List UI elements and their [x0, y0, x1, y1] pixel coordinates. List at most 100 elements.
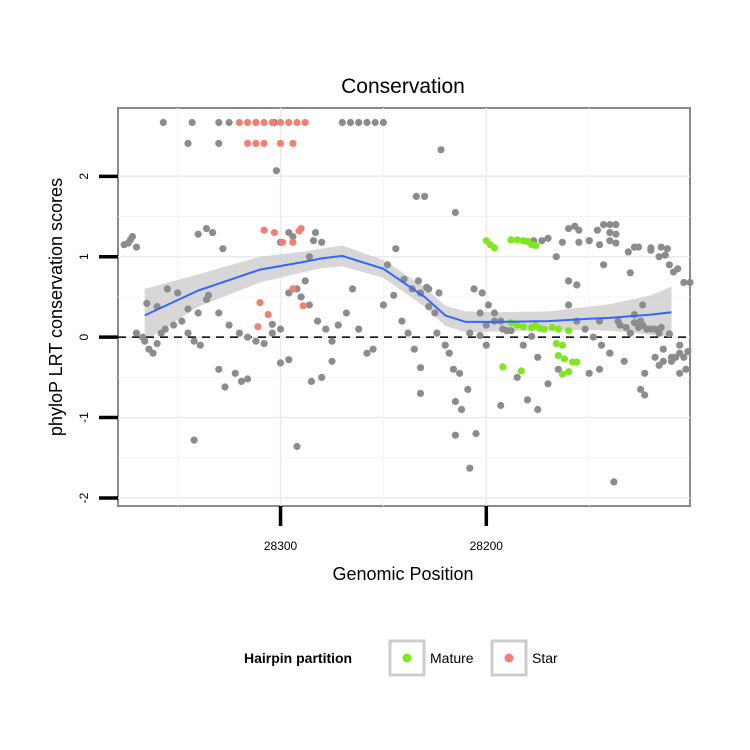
point-other — [497, 401, 505, 410]
point-other — [237, 377, 246, 385]
point-other — [458, 405, 466, 414]
y-tick-label: 2 — [77, 173, 91, 180]
point-mature — [490, 244, 499, 252]
point-other — [421, 192, 429, 200]
point-other — [334, 321, 342, 329]
point-mature — [558, 341, 567, 349]
point-other — [132, 329, 141, 337]
point-star — [268, 118, 276, 127]
point-other — [244, 333, 252, 341]
point-other — [682, 365, 690, 373]
point-other — [297, 293, 305, 301]
point-other — [503, 327, 511, 335]
point-other — [565, 277, 573, 285]
point-other — [513, 373, 521, 381]
point-mature — [540, 325, 548, 333]
point-other — [272, 167, 280, 175]
point-other — [626, 269, 634, 277]
point-other — [595, 241, 604, 249]
point-other — [565, 225, 573, 233]
point-mature — [513, 236, 521, 244]
point-other — [612, 221, 620, 229]
point-other — [680, 353, 688, 361]
point-other — [659, 357, 667, 365]
point-other — [686, 278, 694, 287]
point-star — [295, 227, 303, 235]
x-tick-label: 28200 — [470, 539, 504, 553]
point-other — [209, 229, 217, 237]
plot-area — [117, 107, 694, 507]
point-other — [595, 365, 604, 373]
point-star — [293, 118, 301, 127]
point-other — [665, 261, 674, 269]
point-other — [225, 118, 233, 127]
point-other — [612, 230, 620, 238]
point-other — [221, 383, 229, 391]
point-other — [369, 345, 377, 353]
point-other — [464, 385, 472, 393]
point-other — [425, 285, 433, 293]
axes: -2 -1 0 1 2 28300 28200 — [77, 173, 503, 553]
legend-dot-star — [504, 653, 514, 663]
point-other — [390, 291, 398, 299]
point-other — [554, 365, 562, 373]
point-other — [219, 245, 227, 253]
point-other — [153, 340, 161, 348]
point-other — [149, 349, 157, 357]
point-other — [433, 329, 441, 337]
point-other — [349, 285, 357, 293]
point-other — [342, 309, 350, 317]
point-mature — [513, 321, 521, 329]
point-other — [268, 320, 276, 328]
point-other — [328, 357, 336, 365]
point-other — [470, 285, 478, 293]
point-other — [641, 369, 649, 377]
point-other — [285, 356, 293, 364]
point-mature — [554, 352, 562, 360]
point-other — [314, 317, 322, 325]
point-mature — [507, 236, 515, 244]
point-other — [215, 309, 223, 317]
point-star — [264, 311, 272, 319]
point-other — [544, 380, 552, 388]
point-other — [558, 238, 567, 246]
point-other — [449, 365, 457, 373]
point-star — [289, 139, 297, 147]
point-other — [651, 325, 659, 333]
point-other — [676, 341, 684, 349]
point-mature — [565, 368, 573, 376]
point-other — [606, 237, 614, 245]
y-tick-label: 0 — [77, 334, 91, 341]
point-other — [484, 301, 492, 309]
point-star — [279, 238, 287, 246]
point-other — [593, 226, 602, 234]
legend-label-star: Star — [532, 650, 558, 666]
point-other — [589, 333, 597, 341]
point-other — [194, 230, 202, 238]
point-other — [431, 309, 439, 317]
point-other — [120, 241, 128, 249]
y-tick-label: 1 — [77, 253, 91, 260]
point-other — [141, 337, 149, 345]
point-other — [194, 309, 202, 317]
point-other — [190, 337, 198, 345]
point-mature — [565, 327, 573, 335]
point-other — [482, 321, 490, 329]
point-other — [597, 341, 606, 349]
point-mature — [499, 363, 507, 371]
point-other — [472, 430, 480, 438]
point-other — [311, 229, 320, 237]
confidence-band — [144, 245, 672, 342]
point-other — [600, 221, 608, 229]
point-other — [651, 353, 659, 361]
point-star — [256, 299, 264, 307]
point-other — [626, 329, 634, 337]
x-tick-label: 28300 — [264, 539, 298, 553]
point-other — [661, 251, 669, 259]
point-mature — [532, 241, 540, 250]
y-tick-label: -1 — [77, 412, 91, 423]
point-other — [268, 329, 276, 337]
point-other — [322, 325, 330, 333]
point-other — [301, 277, 309, 285]
point-other — [184, 139, 192, 147]
